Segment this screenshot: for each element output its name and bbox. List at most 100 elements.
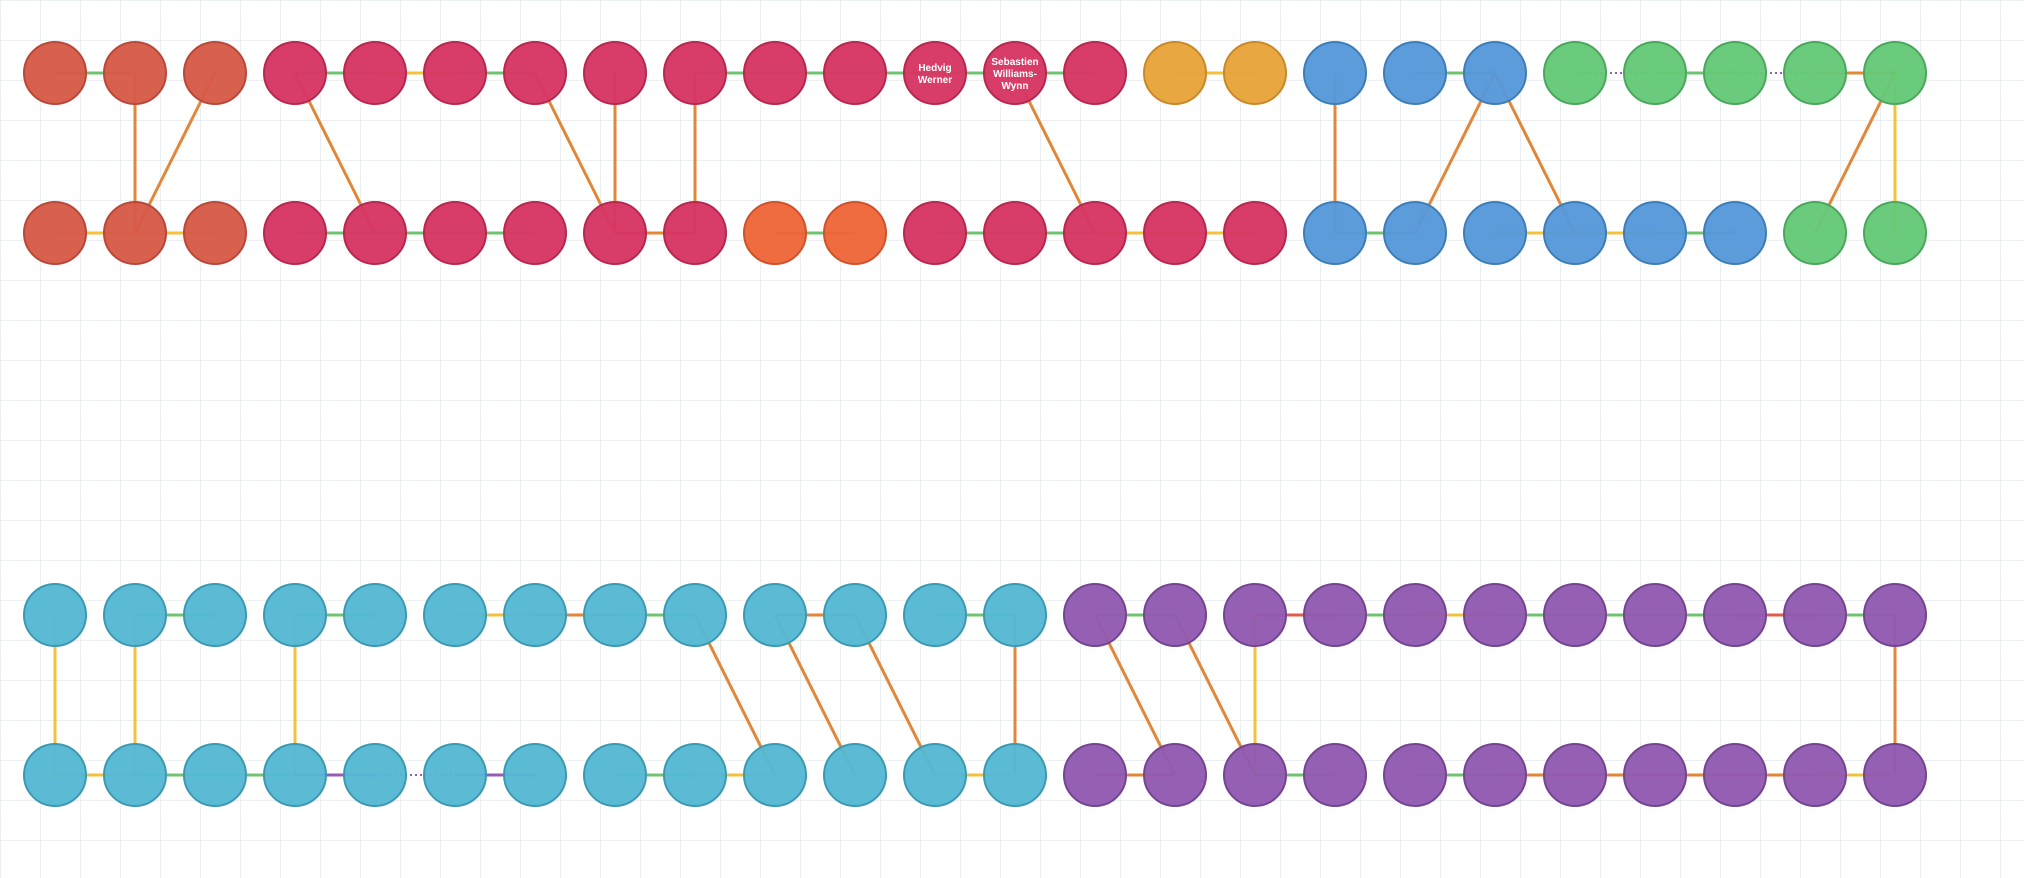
person-circle[interactable] — [1223, 743, 1287, 807]
person-circle[interactable] — [983, 583, 1047, 647]
person-node[interactable] — [503, 743, 567, 807]
person-circle[interactable] — [1703, 201, 1767, 265]
person-circle[interactable] — [1223, 583, 1287, 647]
person-node[interactable] — [263, 41, 327, 105]
person-circle[interactable] — [1463, 41, 1527, 105]
person-node[interactable] — [743, 743, 807, 807]
person-node[interactable] — [823, 583, 887, 647]
person-circle[interactable] — [503, 201, 567, 265]
person-circle[interactable] — [1863, 41, 1927, 105]
person-node[interactable] — [263, 583, 327, 647]
person-node[interactable] — [1623, 743, 1687, 807]
person-node[interactable] — [583, 583, 647, 647]
person-node[interactable] — [1703, 583, 1767, 647]
person-circle[interactable] — [903, 41, 967, 105]
person-circle[interactable] — [423, 201, 487, 265]
person-circle[interactable] — [1863, 583, 1927, 647]
person-circle[interactable] — [663, 743, 727, 807]
person-node[interactable] — [1383, 743, 1447, 807]
person-node[interactable] — [1303, 583, 1367, 647]
person-node[interactable] — [1623, 201, 1687, 265]
person-node[interactable] — [1063, 201, 1127, 265]
person-node[interactable] — [1383, 583, 1447, 647]
person-node[interactable] — [1703, 201, 1767, 265]
person-circle[interactable] — [743, 743, 807, 807]
person-circle[interactable] — [263, 583, 327, 647]
person-node[interactable] — [663, 583, 727, 647]
person-node[interactable] — [1143, 201, 1207, 265]
person-node[interactable] — [503, 41, 567, 105]
person-node[interactable] — [423, 743, 487, 807]
person-circle[interactable] — [903, 743, 967, 807]
person-circle[interactable] — [903, 583, 967, 647]
person-circle[interactable] — [343, 201, 407, 265]
person-node[interactable] — [1463, 743, 1527, 807]
person-circle[interactable] — [663, 41, 727, 105]
person-circle[interactable] — [1703, 41, 1767, 105]
person-node[interactable] — [983, 743, 1047, 807]
person-node[interactable] — [423, 41, 487, 105]
person-circle[interactable] — [183, 583, 247, 647]
person-circle[interactable] — [1623, 583, 1687, 647]
person-circle[interactable] — [1223, 201, 1287, 265]
person-circle[interactable] — [23, 41, 87, 105]
person-node[interactable] — [1783, 583, 1847, 647]
person-circle[interactable] — [743, 41, 807, 105]
person-node[interactable] — [903, 41, 967, 105]
person-circle[interactable] — [1623, 743, 1687, 807]
person-circle[interactable] — [1063, 41, 1127, 105]
person-circle[interactable] — [263, 41, 327, 105]
person-node[interactable] — [1143, 743, 1207, 807]
person-node[interactable] — [1383, 201, 1447, 265]
person-circle[interactable] — [1783, 41, 1847, 105]
person-circle[interactable] — [583, 743, 647, 807]
person-circle[interactable] — [1143, 743, 1207, 807]
person-node[interactable] — [1223, 41, 1287, 105]
person-circle[interactable] — [1543, 41, 1607, 105]
person-node[interactable] — [1863, 583, 1927, 647]
person-node[interactable] — [983, 41, 1047, 105]
person-circle[interactable] — [23, 583, 87, 647]
person-circle[interactable] — [1303, 583, 1367, 647]
person-node[interactable] — [1223, 583, 1287, 647]
person-node[interactable] — [23, 583, 87, 647]
person-node[interactable] — [1223, 743, 1287, 807]
person-circle[interactable] — [823, 583, 887, 647]
person-node[interactable] — [823, 743, 887, 807]
person-circle[interactable] — [1303, 41, 1367, 105]
person-node[interactable] — [1783, 201, 1847, 265]
person-circle[interactable] — [1063, 201, 1127, 265]
person-node[interactable] — [343, 201, 407, 265]
person-circle[interactable] — [583, 41, 647, 105]
person-circle[interactable] — [983, 743, 1047, 807]
person-node[interactable] — [1063, 41, 1127, 105]
person-node[interactable] — [1463, 41, 1527, 105]
person-node[interactable] — [1303, 41, 1367, 105]
person-node[interactable] — [1063, 743, 1127, 807]
person-node[interactable] — [663, 201, 727, 265]
person-circle[interactable] — [1703, 743, 1767, 807]
person-node[interactable] — [103, 41, 167, 105]
person-circle[interactable] — [743, 201, 807, 265]
person-circle[interactable] — [1223, 41, 1287, 105]
person-circle[interactable] — [583, 201, 647, 265]
person-node[interactable] — [103, 583, 167, 647]
person-node[interactable] — [983, 201, 1047, 265]
person-circle[interactable] — [1063, 583, 1127, 647]
person-circle[interactable] — [1863, 201, 1927, 265]
person-node[interactable] — [23, 743, 87, 807]
person-node[interactable] — [583, 201, 647, 265]
person-circle[interactable] — [1303, 743, 1367, 807]
person-node[interactable] — [1863, 201, 1927, 265]
person-node[interactable] — [663, 743, 727, 807]
person-node[interactable] — [663, 41, 727, 105]
person-node[interactable] — [1543, 743, 1607, 807]
person-circle[interactable] — [1783, 583, 1847, 647]
person-circle[interactable] — [1543, 201, 1607, 265]
person-node[interactable] — [263, 201, 327, 265]
person-node[interactable] — [1143, 41, 1207, 105]
person-circle[interactable] — [1383, 583, 1447, 647]
person-circle[interactable] — [903, 201, 967, 265]
person-node[interactable] — [823, 41, 887, 105]
person-node[interactable] — [1783, 743, 1847, 807]
